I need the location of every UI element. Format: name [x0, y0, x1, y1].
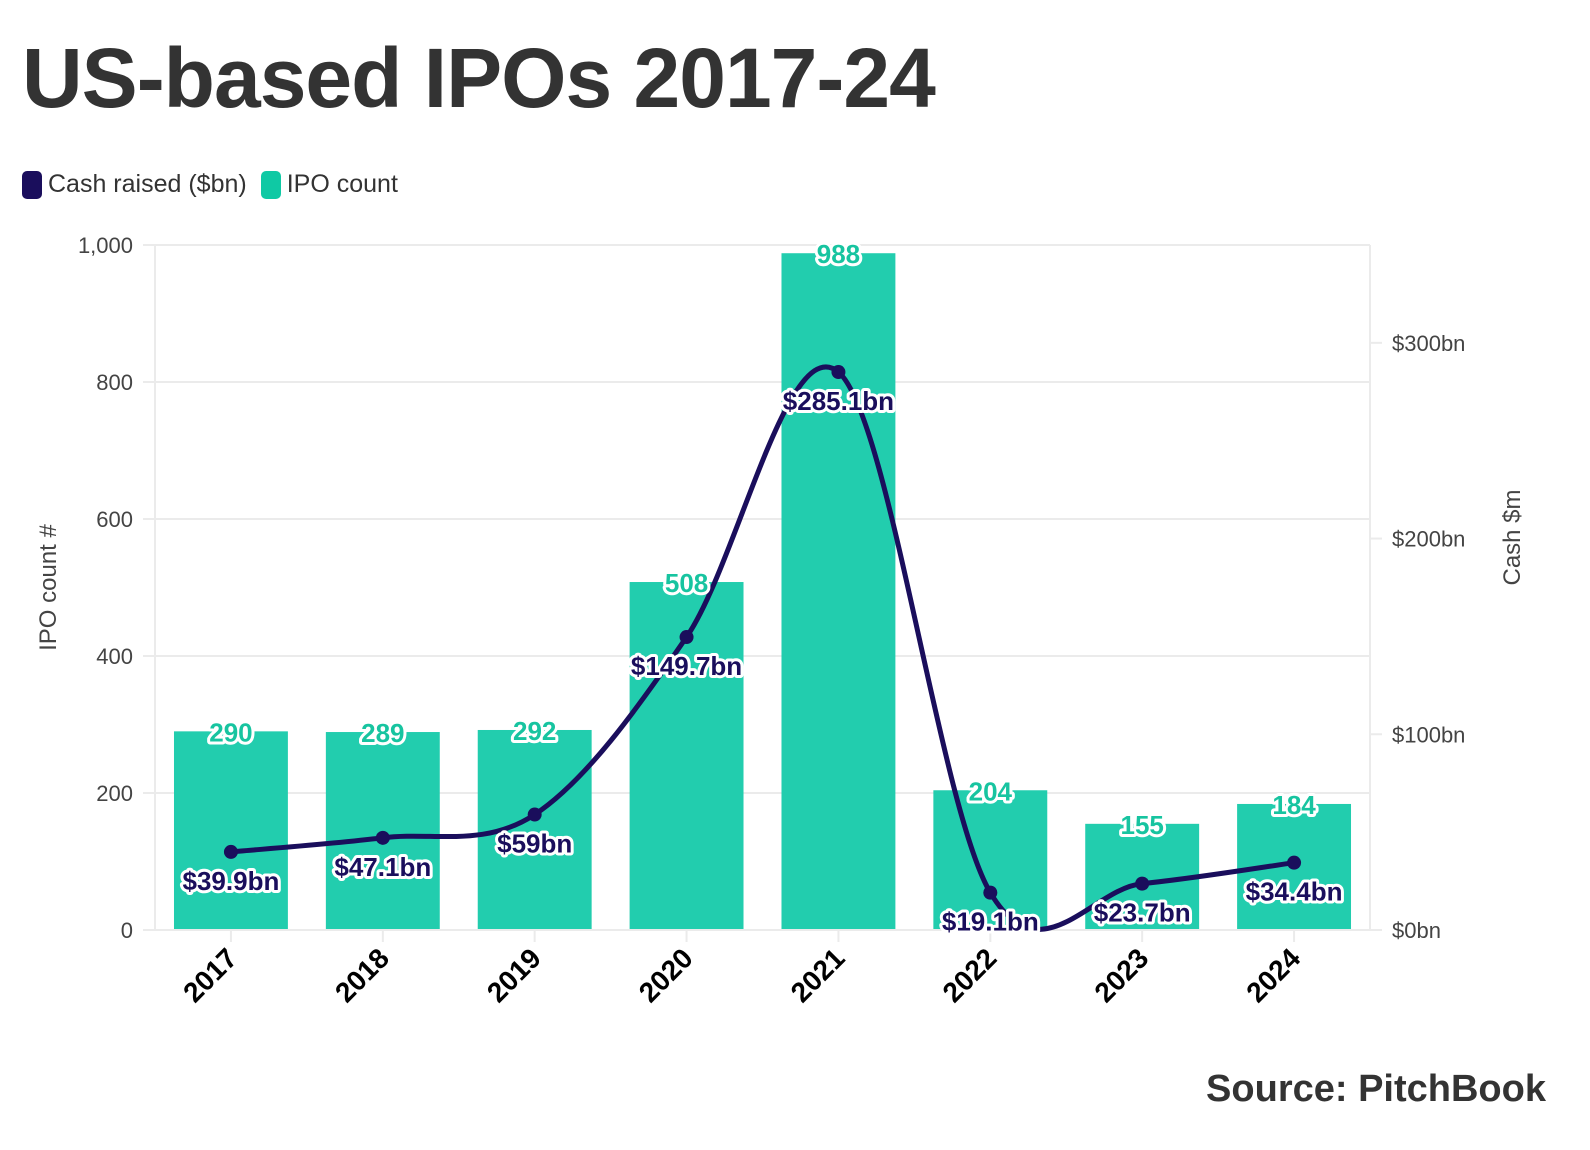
bar-2021 [781, 253, 896, 931]
y-left-tick-label: 1,000 [78, 233, 133, 258]
x-tick-label: 2021 [785, 942, 851, 1008]
bar-label-2021: 988 [817, 239, 860, 269]
source-note: Source: PitchBook [1206, 1068, 1546, 1110]
bar-label-2024: 184 [1272, 790, 1316, 820]
y-left-axis-title: IPO count # [35, 523, 62, 650]
cash-label-2022: $19.1bn [942, 907, 1039, 937]
chart-title: US-based IPOs 2017-24 [22, 31, 936, 125]
cash-point-2017 [223, 844, 238, 859]
cash-point-2021 [831, 365, 846, 380]
legend-label-ipo-count: IPO count [286, 170, 398, 198]
cash-label-2020: $149.7bn [631, 651, 742, 681]
cash-point-2020 [679, 630, 694, 645]
cash-label-2024: $34.4bn [1246, 877, 1343, 907]
y-left-tick-label: 0 [121, 918, 133, 943]
x-tick-label: 2020 [633, 942, 699, 1008]
cash-label-2017: $39.9bn [183, 866, 280, 896]
legend: Cash raised ($bn) IPO count [22, 170, 412, 199]
cash-label-2019: $59bn [497, 829, 572, 859]
cash-label-2023: $23.7bn [1094, 898, 1191, 928]
legend-item-cash[interactable]: Cash raised ($bn) [22, 170, 247, 199]
y-right-axis-title: Cash $m [1499, 489, 1526, 585]
x-tick-label: 2023 [1088, 942, 1154, 1008]
bars [173, 253, 1352, 931]
cash-line-path [228, 364, 1297, 932]
cash-point-2019 [527, 807, 542, 822]
x-tick-label: 2024 [1240, 942, 1306, 1008]
bar-label-2019: 292 [513, 716, 556, 746]
x-tick-label: 2018 [329, 942, 395, 1008]
y-left-tick-label: 400 [96, 644, 133, 669]
legend-label-cash: Cash raised ($bn) [48, 170, 247, 198]
bar-label-2018: 289 [361, 718, 404, 748]
legend-item-ipo-count[interactable]: IPO count [260, 170, 398, 199]
bar-2022 [933, 790, 1048, 930]
x-tick-label: 2017 [177, 942, 243, 1008]
x-tick-label: 2019 [481, 942, 547, 1008]
axes: 0 200 400 600 800 1,000 $0bn $100bn $200bn $300bn… [35, 233, 1526, 1008]
bar-label-2022: 204 [969, 776, 1013, 806]
legend-swatch-ipo-count [260, 170, 281, 199]
y-left-tick-label: 800 [96, 370, 133, 395]
y-left-tick-label: 200 [96, 781, 133, 806]
y-left-tick-label: 600 [96, 507, 133, 532]
bar-2017 [173, 731, 288, 930]
bar-label-2023: 155 [1120, 810, 1163, 840]
legend-swatch-cash [22, 170, 42, 199]
cash-line [223, 364, 1302, 932]
cash-label-2021: $285.1bn [783, 386, 894, 416]
cash-point-2023 [1135, 876, 1150, 891]
y-right-tick-label: $300bn [1392, 331, 1465, 356]
cash-point-2022 [983, 885, 998, 900]
cash-point-2018 [375, 830, 390, 845]
y-right-tick-label: $100bn [1392, 722, 1465, 747]
cash-label-2018: $47.1bn [334, 852, 431, 882]
cash-point-2024 [1287, 855, 1302, 870]
x-tick-label: 2022 [937, 942, 1003, 1008]
y-right-tick-label: $200bn [1392, 527, 1465, 552]
bar-label-2017: 290 [209, 717, 252, 747]
data-labels: 290 $39.9bn 289 $47.1bn 292 $59bn 508 $149.7bn 9… [180, 236, 1346, 939]
bar-label-2020: 508 [665, 568, 708, 598]
y-right-tick-label: $0bn [1392, 918, 1441, 943]
